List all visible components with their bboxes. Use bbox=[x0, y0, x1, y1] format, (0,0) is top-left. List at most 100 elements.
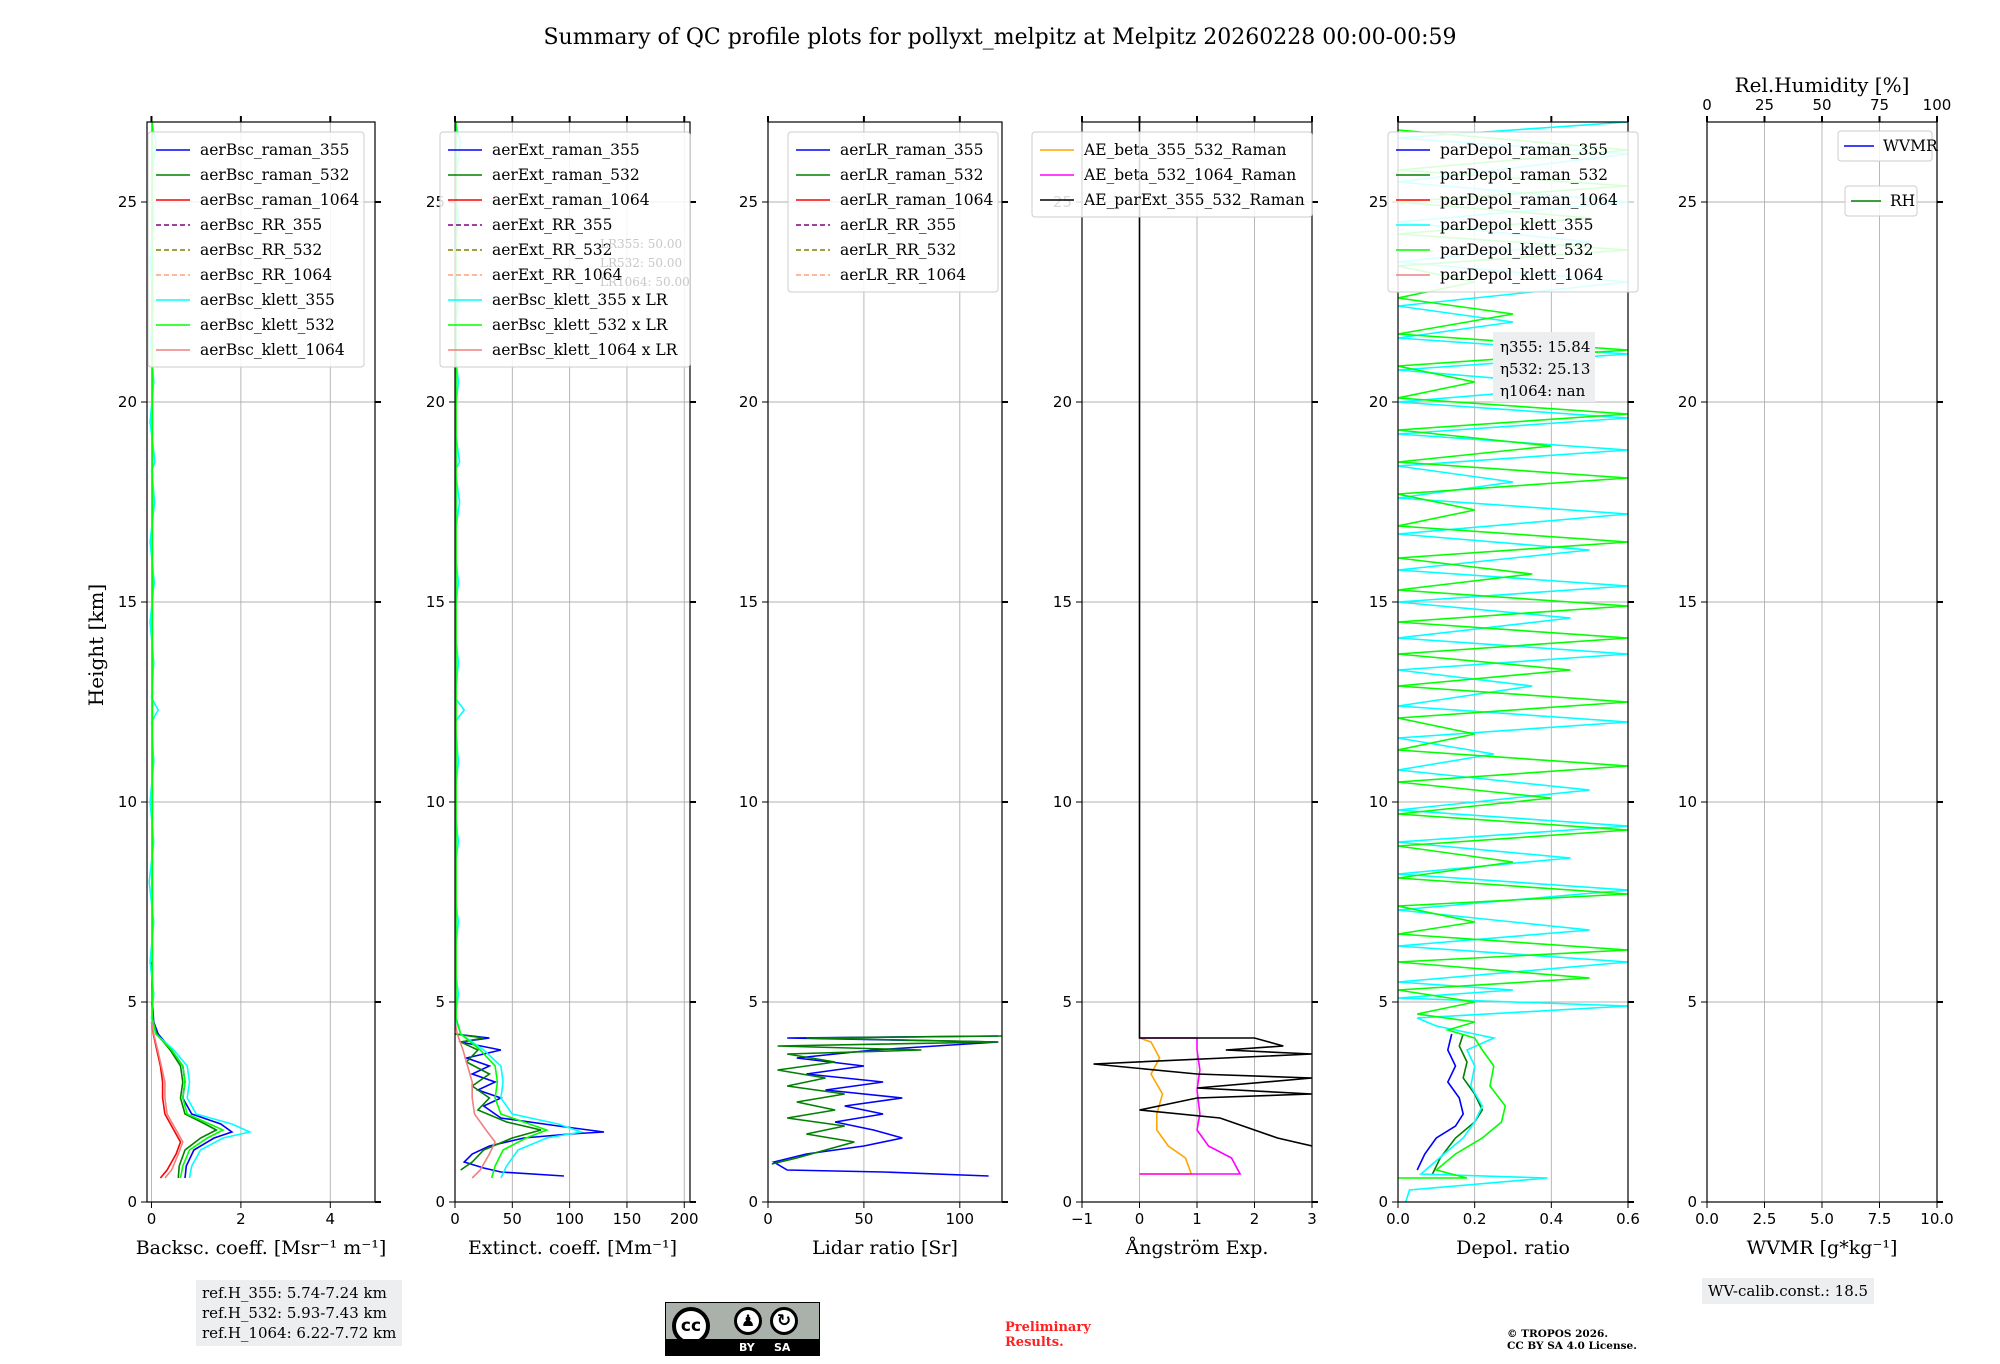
legend-label: aerExt_RR_355 bbox=[492, 216, 613, 234]
eta-value: η532: 25.13 bbox=[1500, 360, 1590, 378]
legend-label: aerBsc_RR_1064 bbox=[200, 266, 332, 284]
series-line-aerLR_raman_532 bbox=[771, 1035, 1002, 1165]
y-tick-label: 15 bbox=[739, 593, 758, 611]
figure-title: Summary of QC profile plots for pollyxt_… bbox=[543, 25, 1456, 50]
y-tick-label: 10 bbox=[1369, 793, 1388, 811]
legend-label: aerBsc_raman_532 bbox=[200, 166, 350, 184]
legend-label: aerExt_raman_355 bbox=[492, 141, 640, 159]
plot-frame bbox=[454, 121, 691, 1203]
legend-label: AE_beta_355_532_Raman bbox=[1083, 141, 1286, 159]
y-tick-label: 15 bbox=[1053, 593, 1072, 611]
x-axis-label: Lidar ratio [Sr] bbox=[812, 1237, 958, 1259]
y-tick-label: 20 bbox=[118, 393, 137, 411]
legend-frame bbox=[439, 131, 691, 368]
series-line-AE_beta_355_532_Raman bbox=[1139, 1037, 1193, 1175]
x-tick-label: 0 bbox=[1135, 1210, 1145, 1228]
x-tick-label: 100 bbox=[945, 1210, 974, 1228]
preliminary-line-1: Preliminary bbox=[1005, 1320, 1091, 1335]
x-tick-label: 1 bbox=[1192, 1210, 1202, 1228]
legend-label: parDepol_klett_355 bbox=[1440, 216, 1593, 234]
y-tick-label: 15 bbox=[118, 593, 137, 611]
top-tick-label: 100 bbox=[1923, 96, 1952, 114]
top-tick-label: 25 bbox=[1755, 96, 1774, 114]
x-tick-label: 0.6 bbox=[1616, 1210, 1640, 1228]
y-tick-label: 20 bbox=[1053, 393, 1072, 411]
legend-label: aerBsc_raman_355 bbox=[200, 141, 350, 159]
x-tick-label: 2.5 bbox=[1753, 1210, 1777, 1228]
y-axis-label: Height [km] bbox=[84, 584, 108, 706]
x-tick-label: 5.0 bbox=[1810, 1210, 1834, 1228]
y-tick-label: 5 bbox=[1378, 993, 1388, 1011]
panel-wv: 0.0 2.5 5.0 7.5 10.0 0 5 10 15 20 25 0 25 50 75 100 Rel.… bbox=[1678, 73, 1954, 1259]
legend-label: RH bbox=[1890, 192, 1915, 210]
legend-label: aerLR_RR_532 bbox=[840, 241, 956, 259]
y-tick-label: 15 bbox=[1369, 593, 1388, 611]
legend-label: aerLR_raman_1064 bbox=[840, 191, 993, 209]
y-tick-label: 10 bbox=[1053, 793, 1072, 811]
legend-box: aerBsc_raman_355 aerBsc_raman_532 aerBsc_r… bbox=[147, 131, 365, 368]
y-tick-label: 25 bbox=[1678, 193, 1697, 211]
legend-label: aerExt_raman_1064 bbox=[492, 191, 650, 209]
x-tick-label: 0 bbox=[147, 1210, 157, 1228]
legend-label: parDepol_raman_355 bbox=[1440, 141, 1608, 159]
x-tick-label: 0.4 bbox=[1539, 1210, 1563, 1228]
legend-frame bbox=[1837, 130, 1933, 162]
legend-label: aerLR_raman_355 bbox=[840, 141, 983, 159]
series-line-parDepol_klett_532 bbox=[1398, 129, 1628, 1179]
top-tick-label: 0 bbox=[1702, 96, 1712, 114]
panel-bsc: 0 2 4 0 5 10 15 20 25 Backsc. coeff. [Msr⁻¹ m⁻¹] a… bbox=[118, 116, 386, 1259]
legend-label: aerBsc_raman_1064 bbox=[200, 191, 360, 209]
legend-box: AE_beta_355_532_Raman AE_beta_532_1064_Ra… bbox=[1031, 131, 1313, 218]
legend-label: aerBsc_klett_1064 x LR bbox=[492, 341, 679, 359]
x-tick-label: 4 bbox=[326, 1210, 336, 1228]
y-tick-label: 0 bbox=[1062, 1193, 1072, 1211]
panel-depol: 0.0 0.2 0.4 0.6 0 5 10 15 20 25 Depol. ratio parDep… bbox=[1369, 116, 1640, 1259]
x-tick-label: 200 bbox=[670, 1210, 699, 1228]
legend-box: aerLR_raman_355 aerLR_raman_532 aerLR_rama… bbox=[787, 131, 999, 293]
series-line-AE_parExt_355_532_Raman bbox=[1093, 122, 1312, 1147]
legend-box: parDepol_raman_355 parDepol_raman_532 parD… bbox=[1387, 131, 1639, 293]
legend-frame bbox=[147, 131, 365, 368]
legend-box: aerExt_raman_355 aerExt_raman_532 aerExt_r… bbox=[439, 131, 691, 368]
eta-box: η355: 15.84 η532: 25.13 η1064: nan bbox=[1493, 332, 1595, 402]
plot-frame bbox=[767, 121, 1003, 1203]
y-tick-label: 0 bbox=[435, 1193, 445, 1211]
series-line-parDepol_raman_532 bbox=[1431, 1033, 1484, 1175]
series-line-aerBsc_klett_532 bbox=[151, 122, 225, 1179]
eta-value: η355: 15.84 bbox=[1500, 338, 1590, 356]
eta-box-bg bbox=[1493, 332, 1595, 402]
y-tick-label: 10 bbox=[1678, 793, 1697, 811]
x-axis-label: WVMR [g*kg⁻¹] bbox=[1747, 1237, 1898, 1259]
legend-label: aerLR_RR_1064 bbox=[840, 266, 966, 284]
cc-license-badge: cc ♟ ↻ BY SA bbox=[665, 1302, 820, 1356]
by-person-icon: ♟ bbox=[734, 1307, 762, 1335]
legend-label: aerBsc_klett_355 bbox=[200, 291, 335, 309]
x-tick-label: 7.5 bbox=[1868, 1210, 1892, 1228]
y-tick-label: 0 bbox=[1378, 1193, 1388, 1211]
copyright-line-2: CC BY SA 4.0 License. bbox=[1507, 1340, 1637, 1352]
y-tick-label: 0 bbox=[1687, 1193, 1697, 1211]
x-tick-label: 0.2 bbox=[1463, 1210, 1487, 1228]
x-tick-label: 3 bbox=[1307, 1210, 1317, 1228]
series-line-AE_beta_532_1064_Raman bbox=[1139, 1037, 1242, 1175]
legend-label: parDepol_raman_1064 bbox=[1440, 191, 1618, 209]
y-tick-label: 5 bbox=[127, 993, 137, 1011]
y-tick-label: 10 bbox=[118, 793, 137, 811]
legend-label: aerLR_raman_532 bbox=[840, 166, 983, 184]
ref-height-532: ref.H_532: 5.93-7.43 km bbox=[202, 1304, 387, 1322]
eta-value: η1064: nan bbox=[1500, 382, 1586, 400]
x-tick-label: 50 bbox=[854, 1210, 873, 1228]
preliminary-line-2: Results. bbox=[1005, 1335, 1064, 1350]
badge-by-label: BY bbox=[739, 1341, 755, 1354]
legend-label: parDepol_klett_1064 bbox=[1440, 266, 1603, 284]
top-tick-label: 75 bbox=[1870, 96, 1889, 114]
x-tick-label: −1 bbox=[1071, 1210, 1093, 1228]
y-tick-label: 20 bbox=[426, 393, 445, 411]
y-tick-label: 0 bbox=[127, 1193, 137, 1211]
y-tick-label: 10 bbox=[426, 793, 445, 811]
legend-frame bbox=[787, 131, 999, 293]
plot-frame bbox=[1397, 121, 1629, 1203]
x-tick-label: 0 bbox=[450, 1210, 460, 1228]
legend-label: aerLR_RR_355 bbox=[840, 216, 956, 234]
